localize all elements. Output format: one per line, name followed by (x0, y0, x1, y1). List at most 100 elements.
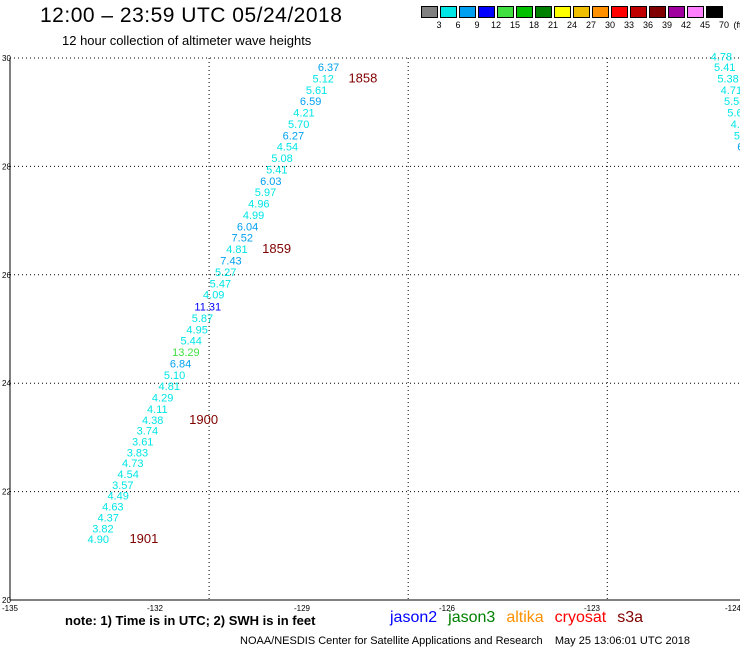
satellite-jason3: jason3 (448, 609, 496, 626)
wave-height-value: 6.31 (737, 142, 740, 154)
wave-height-value: 4.99 (243, 210, 264, 222)
wave-height-value: 11.31 (194, 302, 221, 314)
legend-label: 33 (623, 20, 634, 30)
wave-height-labels: 6.375.125.616.594.215.706.274.545.085.41… (88, 52, 740, 546)
legend-swatch (421, 6, 438, 18)
wave-height-value: 4.63 (102, 502, 123, 514)
legend-label: 45 (699, 20, 710, 30)
wave-height-value: 13.29 (172, 347, 200, 359)
pass-time-label: 1859 (262, 241, 291, 256)
legend-swatch (630, 6, 647, 18)
legend-label: 9 (474, 20, 480, 30)
wave-height-value: 6.59 (300, 96, 321, 108)
legend-label: 6 (455, 20, 461, 30)
legend-label: 36 (642, 20, 653, 30)
y-tick-label: 24 (2, 379, 11, 388)
x-tick-label: -129 (294, 604, 311, 613)
wave-height-value: 4.73 (122, 458, 143, 470)
wave-height-value: 3.83 (127, 447, 148, 459)
legend-label: 30 (604, 20, 615, 30)
legend-swatch (478, 6, 495, 18)
legend-label: 21 (547, 20, 558, 30)
y-tick-label: 22 (2, 488, 11, 497)
legend-swatch (706, 6, 723, 18)
x-tick-label: -124 (725, 604, 740, 613)
satellite-jason2: jason2 (390, 609, 438, 626)
y-tick-labels: 20 22 24 26 28 30 (2, 54, 11, 605)
wave-height-value: 6.27 (283, 130, 304, 142)
chart-subtitle: 12 hour collection of altimeter wave hei… (62, 33, 312, 48)
wave-height-value: 4.96 (248, 199, 269, 211)
wave-height-value: 4.09 (203, 290, 224, 302)
legend-swatch (535, 6, 552, 18)
pass-time-label: 1900 (189, 412, 218, 427)
wave-height-value: 5.41 (266, 164, 287, 176)
wave-height-value: 5.65 (727, 108, 740, 120)
legend-swatch (554, 6, 571, 18)
wave-height-value: 5.08 (271, 153, 292, 165)
wave-height-value: 4.54 (277, 142, 298, 154)
time-labels: 1858185919001901134 (129, 70, 377, 546)
wave-height-value: 3.57 (112, 480, 133, 492)
y-tick-label: 30 (2, 54, 11, 63)
satellite-altika: altika (506, 609, 544, 626)
legend-swatch (649, 6, 666, 18)
wave-height-value: 5.10 (164, 370, 185, 382)
wave-height-value: 6.84 (170, 358, 191, 370)
wave-height-value: 5.12 (313, 73, 334, 85)
legend-label: 12 (490, 20, 501, 30)
wave-height-value: 4.54 (117, 469, 138, 481)
wave-height-value: 4.71 (721, 85, 740, 97)
wave-height-value: 5.27 (215, 267, 236, 279)
x-tick-label: -135 (2, 604, 19, 613)
x-tick-labels: -135 -132 -129 -126 -123 -124 (2, 604, 740, 613)
wave-height-value: 5.58 (724, 96, 740, 108)
wave-height-value: 4.95 (731, 119, 740, 131)
wave-height-value: 4.21 (293, 108, 314, 120)
legend-label: 3 (436, 20, 442, 30)
wave-height-value: 4.90 (88, 534, 109, 546)
satellite-legend: jason2 jason3 altika cryosat s3a (390, 609, 654, 627)
wave-height-value: 5.87 (192, 313, 213, 325)
satellite-s3a: s3a (617, 609, 644, 626)
legend-swatch (687, 6, 704, 18)
wave-height-value: 5.38 (717, 73, 738, 85)
legend-swatch (459, 6, 476, 18)
wave-height-value: 6.37 (318, 62, 339, 74)
wave-height-value: 5.26 (734, 130, 740, 142)
legend-label: 24 (566, 20, 577, 30)
satellite-cryosat: cryosat (554, 609, 607, 626)
generated-timestamp: May 25 13:06:01 UTC 2018 (554, 635, 691, 647)
legend-swatch (497, 6, 514, 18)
wave-height-value: 4.37 (98, 512, 119, 524)
wave-height-value: 5.61 (306, 85, 327, 97)
legend-swatch (668, 6, 685, 18)
pass-time-label: 1901 (129, 531, 158, 546)
wave-height-value: 3.61 (132, 437, 153, 449)
legend-label: 15 (509, 20, 520, 30)
wave-height-value: 4.81 (226, 244, 247, 256)
wave-height-value: 4.81 (159, 381, 180, 393)
legend-swatch (516, 6, 533, 18)
chart-title: 12:00 – 23:59 UTC 05/24/2018 (40, 4, 343, 27)
credit-text: NOAA/NESDIS Center for Satellite Applica… (240, 635, 543, 647)
grid-lines (10, 57, 740, 600)
wave-height-value: 5.47 (210, 278, 231, 290)
x-tick-label: -123 (584, 604, 601, 613)
wave-height-value: 7.43 (220, 256, 241, 268)
legend-swatch (440, 6, 457, 18)
x-tick-label: -132 (147, 604, 164, 613)
wave-height-value: 5.70 (288, 119, 309, 131)
wave-height-value: 4.95 (186, 324, 207, 336)
wave-height-value: 7.52 (232, 233, 253, 245)
legend-swatch (592, 6, 609, 18)
legend-swatch (573, 6, 590, 18)
wave-height-value: 6.04 (237, 221, 258, 233)
legend-label: 42 (680, 20, 691, 30)
y-tick-label: 28 (2, 162, 11, 171)
legend-label: 18 (528, 20, 539, 30)
legend-swatch (611, 6, 628, 18)
wave-height-value: 3.74 (137, 426, 158, 438)
legend-label: 39 (661, 20, 672, 30)
